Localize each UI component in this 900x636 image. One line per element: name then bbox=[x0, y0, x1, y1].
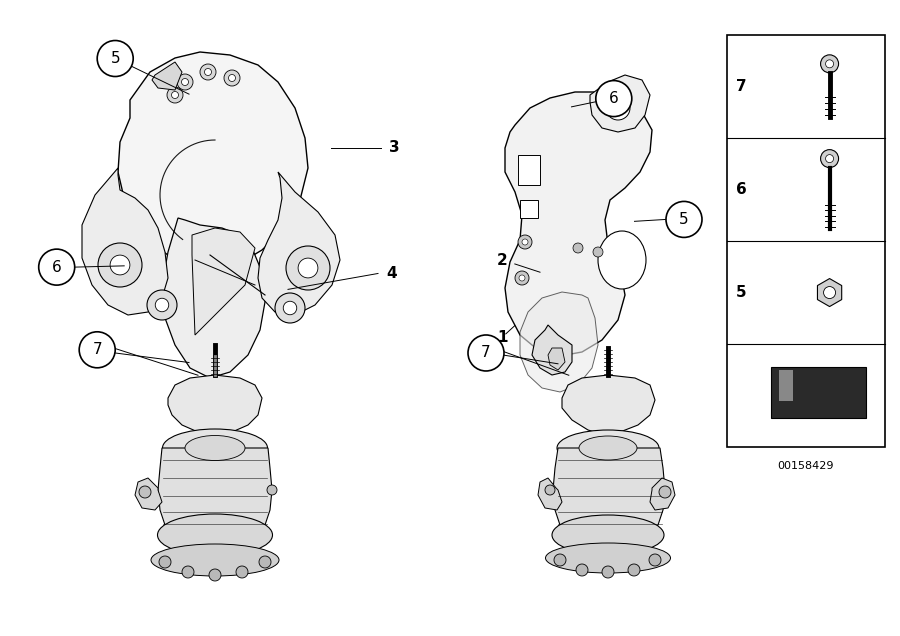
Circle shape bbox=[825, 60, 833, 68]
Circle shape bbox=[98, 243, 142, 287]
Circle shape bbox=[200, 64, 216, 80]
Circle shape bbox=[518, 235, 532, 249]
Circle shape bbox=[224, 70, 240, 86]
Circle shape bbox=[229, 74, 236, 81]
Circle shape bbox=[172, 92, 178, 99]
Circle shape bbox=[821, 149, 839, 168]
Circle shape bbox=[110, 255, 130, 275]
Circle shape bbox=[259, 556, 271, 568]
Polygon shape bbox=[152, 62, 182, 90]
Polygon shape bbox=[548, 348, 565, 370]
Polygon shape bbox=[650, 478, 675, 510]
Circle shape bbox=[298, 258, 318, 278]
Circle shape bbox=[515, 271, 529, 285]
Circle shape bbox=[576, 564, 588, 576]
Circle shape bbox=[267, 485, 277, 495]
Circle shape bbox=[468, 335, 504, 371]
Ellipse shape bbox=[151, 544, 279, 576]
Text: 6: 6 bbox=[736, 182, 747, 197]
Polygon shape bbox=[82, 168, 168, 315]
Circle shape bbox=[649, 554, 661, 566]
Circle shape bbox=[821, 55, 839, 73]
Text: 4: 4 bbox=[386, 266, 397, 281]
Circle shape bbox=[97, 41, 133, 76]
Polygon shape bbox=[118, 52, 308, 268]
Circle shape bbox=[147, 290, 177, 320]
Circle shape bbox=[554, 554, 566, 566]
Polygon shape bbox=[538, 478, 562, 510]
Bar bbox=[778, 370, 793, 401]
Circle shape bbox=[606, 96, 630, 120]
Circle shape bbox=[236, 566, 248, 578]
Text: 00158429: 00158429 bbox=[778, 461, 834, 471]
Polygon shape bbox=[532, 325, 572, 375]
Circle shape bbox=[659, 486, 671, 498]
Circle shape bbox=[39, 249, 75, 285]
Text: 5: 5 bbox=[680, 212, 688, 227]
Circle shape bbox=[182, 78, 188, 85]
Polygon shape bbox=[168, 375, 262, 435]
Ellipse shape bbox=[545, 543, 670, 573]
Ellipse shape bbox=[158, 514, 273, 556]
Ellipse shape bbox=[552, 515, 664, 555]
Ellipse shape bbox=[185, 436, 245, 460]
Text: 3: 3 bbox=[389, 140, 400, 155]
Circle shape bbox=[825, 155, 833, 163]
Text: 6: 6 bbox=[609, 91, 618, 106]
Text: 7: 7 bbox=[736, 79, 746, 94]
Circle shape bbox=[204, 69, 212, 76]
Ellipse shape bbox=[598, 231, 646, 289]
Circle shape bbox=[666, 202, 702, 237]
Circle shape bbox=[139, 486, 151, 498]
Polygon shape bbox=[520, 200, 538, 218]
Circle shape bbox=[275, 293, 305, 323]
Polygon shape bbox=[562, 375, 655, 435]
Circle shape bbox=[596, 81, 632, 116]
Circle shape bbox=[209, 569, 221, 581]
Circle shape bbox=[286, 246, 330, 290]
Bar bbox=[771, 367, 866, 418]
Text: 7: 7 bbox=[482, 345, 490, 361]
Text: 1: 1 bbox=[497, 329, 508, 345]
Polygon shape bbox=[162, 218, 265, 378]
Polygon shape bbox=[590, 75, 650, 132]
Polygon shape bbox=[553, 448, 665, 540]
Polygon shape bbox=[520, 292, 598, 392]
Text: 7: 7 bbox=[93, 342, 102, 357]
Polygon shape bbox=[817, 279, 842, 307]
Ellipse shape bbox=[163, 429, 267, 467]
Circle shape bbox=[182, 566, 194, 578]
Circle shape bbox=[593, 247, 603, 257]
Polygon shape bbox=[505, 92, 652, 356]
Ellipse shape bbox=[557, 430, 659, 466]
Circle shape bbox=[545, 485, 555, 495]
Polygon shape bbox=[192, 228, 255, 335]
Text: 5: 5 bbox=[111, 51, 120, 66]
Circle shape bbox=[628, 564, 640, 576]
Polygon shape bbox=[258, 172, 340, 315]
Circle shape bbox=[824, 287, 835, 298]
Circle shape bbox=[284, 301, 297, 315]
Circle shape bbox=[167, 87, 183, 103]
Ellipse shape bbox=[579, 436, 637, 460]
Text: 2: 2 bbox=[497, 253, 508, 268]
Polygon shape bbox=[135, 478, 162, 510]
Circle shape bbox=[159, 556, 171, 568]
Circle shape bbox=[177, 74, 193, 90]
Text: 6: 6 bbox=[52, 259, 61, 275]
Polygon shape bbox=[158, 448, 272, 540]
Circle shape bbox=[522, 239, 528, 245]
Circle shape bbox=[573, 243, 583, 253]
Bar bbox=[727, 35, 885, 447]
Circle shape bbox=[79, 332, 115, 368]
Polygon shape bbox=[518, 155, 540, 185]
Circle shape bbox=[155, 298, 169, 312]
Circle shape bbox=[602, 566, 614, 578]
Text: 5: 5 bbox=[736, 285, 746, 300]
Circle shape bbox=[519, 275, 525, 281]
